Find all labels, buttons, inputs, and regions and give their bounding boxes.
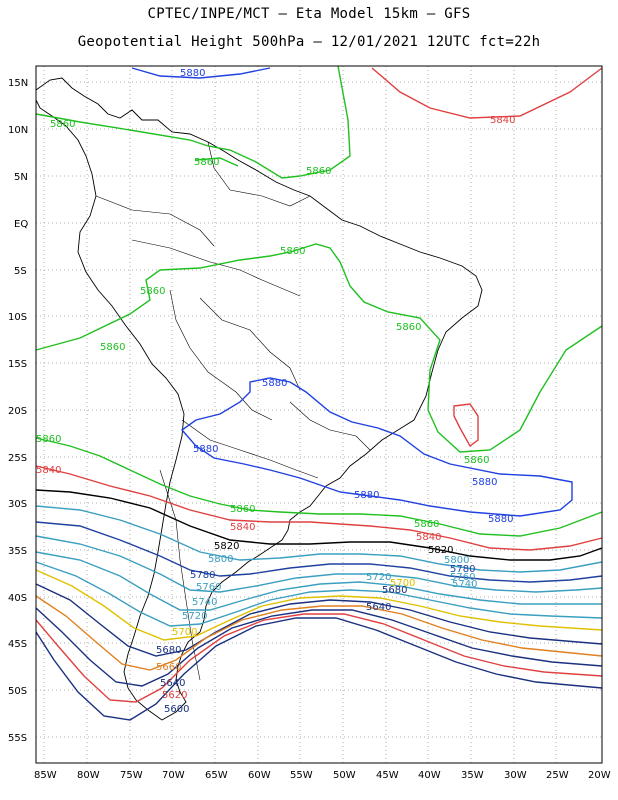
lat-tick-label: 30S [8, 499, 27, 510]
contour-label: 5760 [196, 582, 221, 593]
contour-label: 5700 [390, 578, 415, 589]
lon-tick-label: 70W [162, 770, 185, 781]
contour-label: 5860 [50, 119, 75, 130]
contour-label: 5680 [156, 645, 181, 656]
lon-tick-label: 75W [120, 770, 143, 781]
lon-tick-label: 65W [205, 770, 228, 781]
lon-tick-label: 85W [34, 770, 57, 781]
lon-tick-label: 60W [248, 770, 271, 781]
contour-label: 5760 [450, 572, 475, 583]
lat-tick-label: 55S [8, 733, 27, 744]
chart-subtitle: Geopotential Height 500hPa – 12/01/2021 … [77, 34, 541, 50]
latitude-axis: 15N 10N 5N EQ 5S 10S 15S 20S 25S 30S 35S… [8, 78, 28, 744]
contour-label: 5640 [366, 602, 391, 613]
contour-label: 5640 [160, 678, 185, 689]
lat-tick-label: 5N [14, 172, 28, 183]
contour-label: 5860 [100, 342, 125, 353]
contour-label: 5840 [416, 532, 441, 543]
contour-label: 5800 [208, 554, 233, 565]
contour-label: 5880 [354, 490, 379, 501]
contour-label: 5660 [156, 662, 181, 673]
contour-label: 5860 [414, 519, 439, 530]
lat-tick-label: 25S [8, 453, 27, 464]
contour-label: 5860 [194, 157, 219, 168]
lat-tick-label: 50S [8, 686, 27, 697]
contour-label: 5740 [452, 579, 477, 590]
contour-label: 5880 [180, 68, 205, 79]
contour-label: 5860 [280, 246, 305, 257]
lon-tick-label: 40W [418, 770, 441, 781]
lon-tick-label: 25W [546, 770, 569, 781]
contour-label: 5880 [262, 378, 287, 389]
contour-label: 5800 [444, 555, 469, 566]
lat-tick-label: 10S [8, 312, 27, 323]
contour-label: 5780 [450, 564, 475, 575]
south-america-coastline [35, 77, 483, 721]
graticule [36, 66, 602, 763]
contour-label: 5780 [190, 570, 215, 581]
lat-tick-label: 15N [8, 78, 28, 89]
lat-tick-label: EQ [14, 219, 28, 230]
contour-label: 5840 [36, 465, 61, 476]
lon-tick-label: 20W [588, 770, 611, 781]
contour-label: 5600 [164, 704, 189, 715]
contour-label: 5840 [230, 522, 255, 533]
contour-label: 5860 [36, 434, 61, 445]
lat-tick-label: 15S [8, 359, 27, 370]
lon-tick-label: 35W [461, 770, 484, 781]
contour-label: 5860 [306, 166, 331, 177]
lon-tick-label: 80W [77, 770, 100, 781]
lon-tick-label: 45W [376, 770, 399, 781]
lat-tick-label: 5S [14, 266, 27, 277]
contour-label: 5680 [382, 585, 407, 596]
longitude-axis: 85W 80W 75W 70W 65W 60W 55W 50W 45W 40W … [34, 770, 611, 781]
contour-label: 5820 [428, 545, 453, 556]
contour-label: 5720 [182, 611, 207, 622]
contour-label: 5860 [396, 322, 421, 333]
contour-label: 5720 [366, 572, 391, 583]
contour-label: 5880 [488, 514, 513, 525]
lat-tick-label: 10N [8, 125, 28, 136]
lon-tick-label: 50W [333, 770, 356, 781]
map-frame [35, 65, 603, 764]
contour-label: 5840 [490, 115, 515, 126]
contour-label: 5620 [162, 690, 187, 701]
lat-tick-label: 45S [8, 639, 27, 650]
contour-label: 5820 [214, 541, 239, 552]
chart-title: CPTEC/INPE/MCT – Eta Model 15km – GFS [147, 6, 471, 22]
contour-label: 5860 [140, 286, 165, 297]
contour-label: 5880 [193, 444, 218, 455]
contour-label: 5740 [192, 597, 217, 608]
lon-tick-label: 55W [290, 770, 313, 781]
contour-label: 5880 [472, 477, 497, 488]
contour-label: 5860 [230, 504, 255, 515]
contour-labels: 5880 5840 5860 5860 5860 5860 5860 5860 … [36, 68, 515, 715]
lat-tick-label: 35S [8, 546, 27, 557]
lon-tick-label: 30W [504, 770, 527, 781]
contour-label: 5700 [172, 627, 197, 638]
geopotential-isolines [35, 65, 603, 721]
lat-tick-label: 40S [8, 593, 27, 604]
lat-tick-label: 20S [8, 406, 27, 417]
contour-label: 5860 [464, 455, 489, 466]
